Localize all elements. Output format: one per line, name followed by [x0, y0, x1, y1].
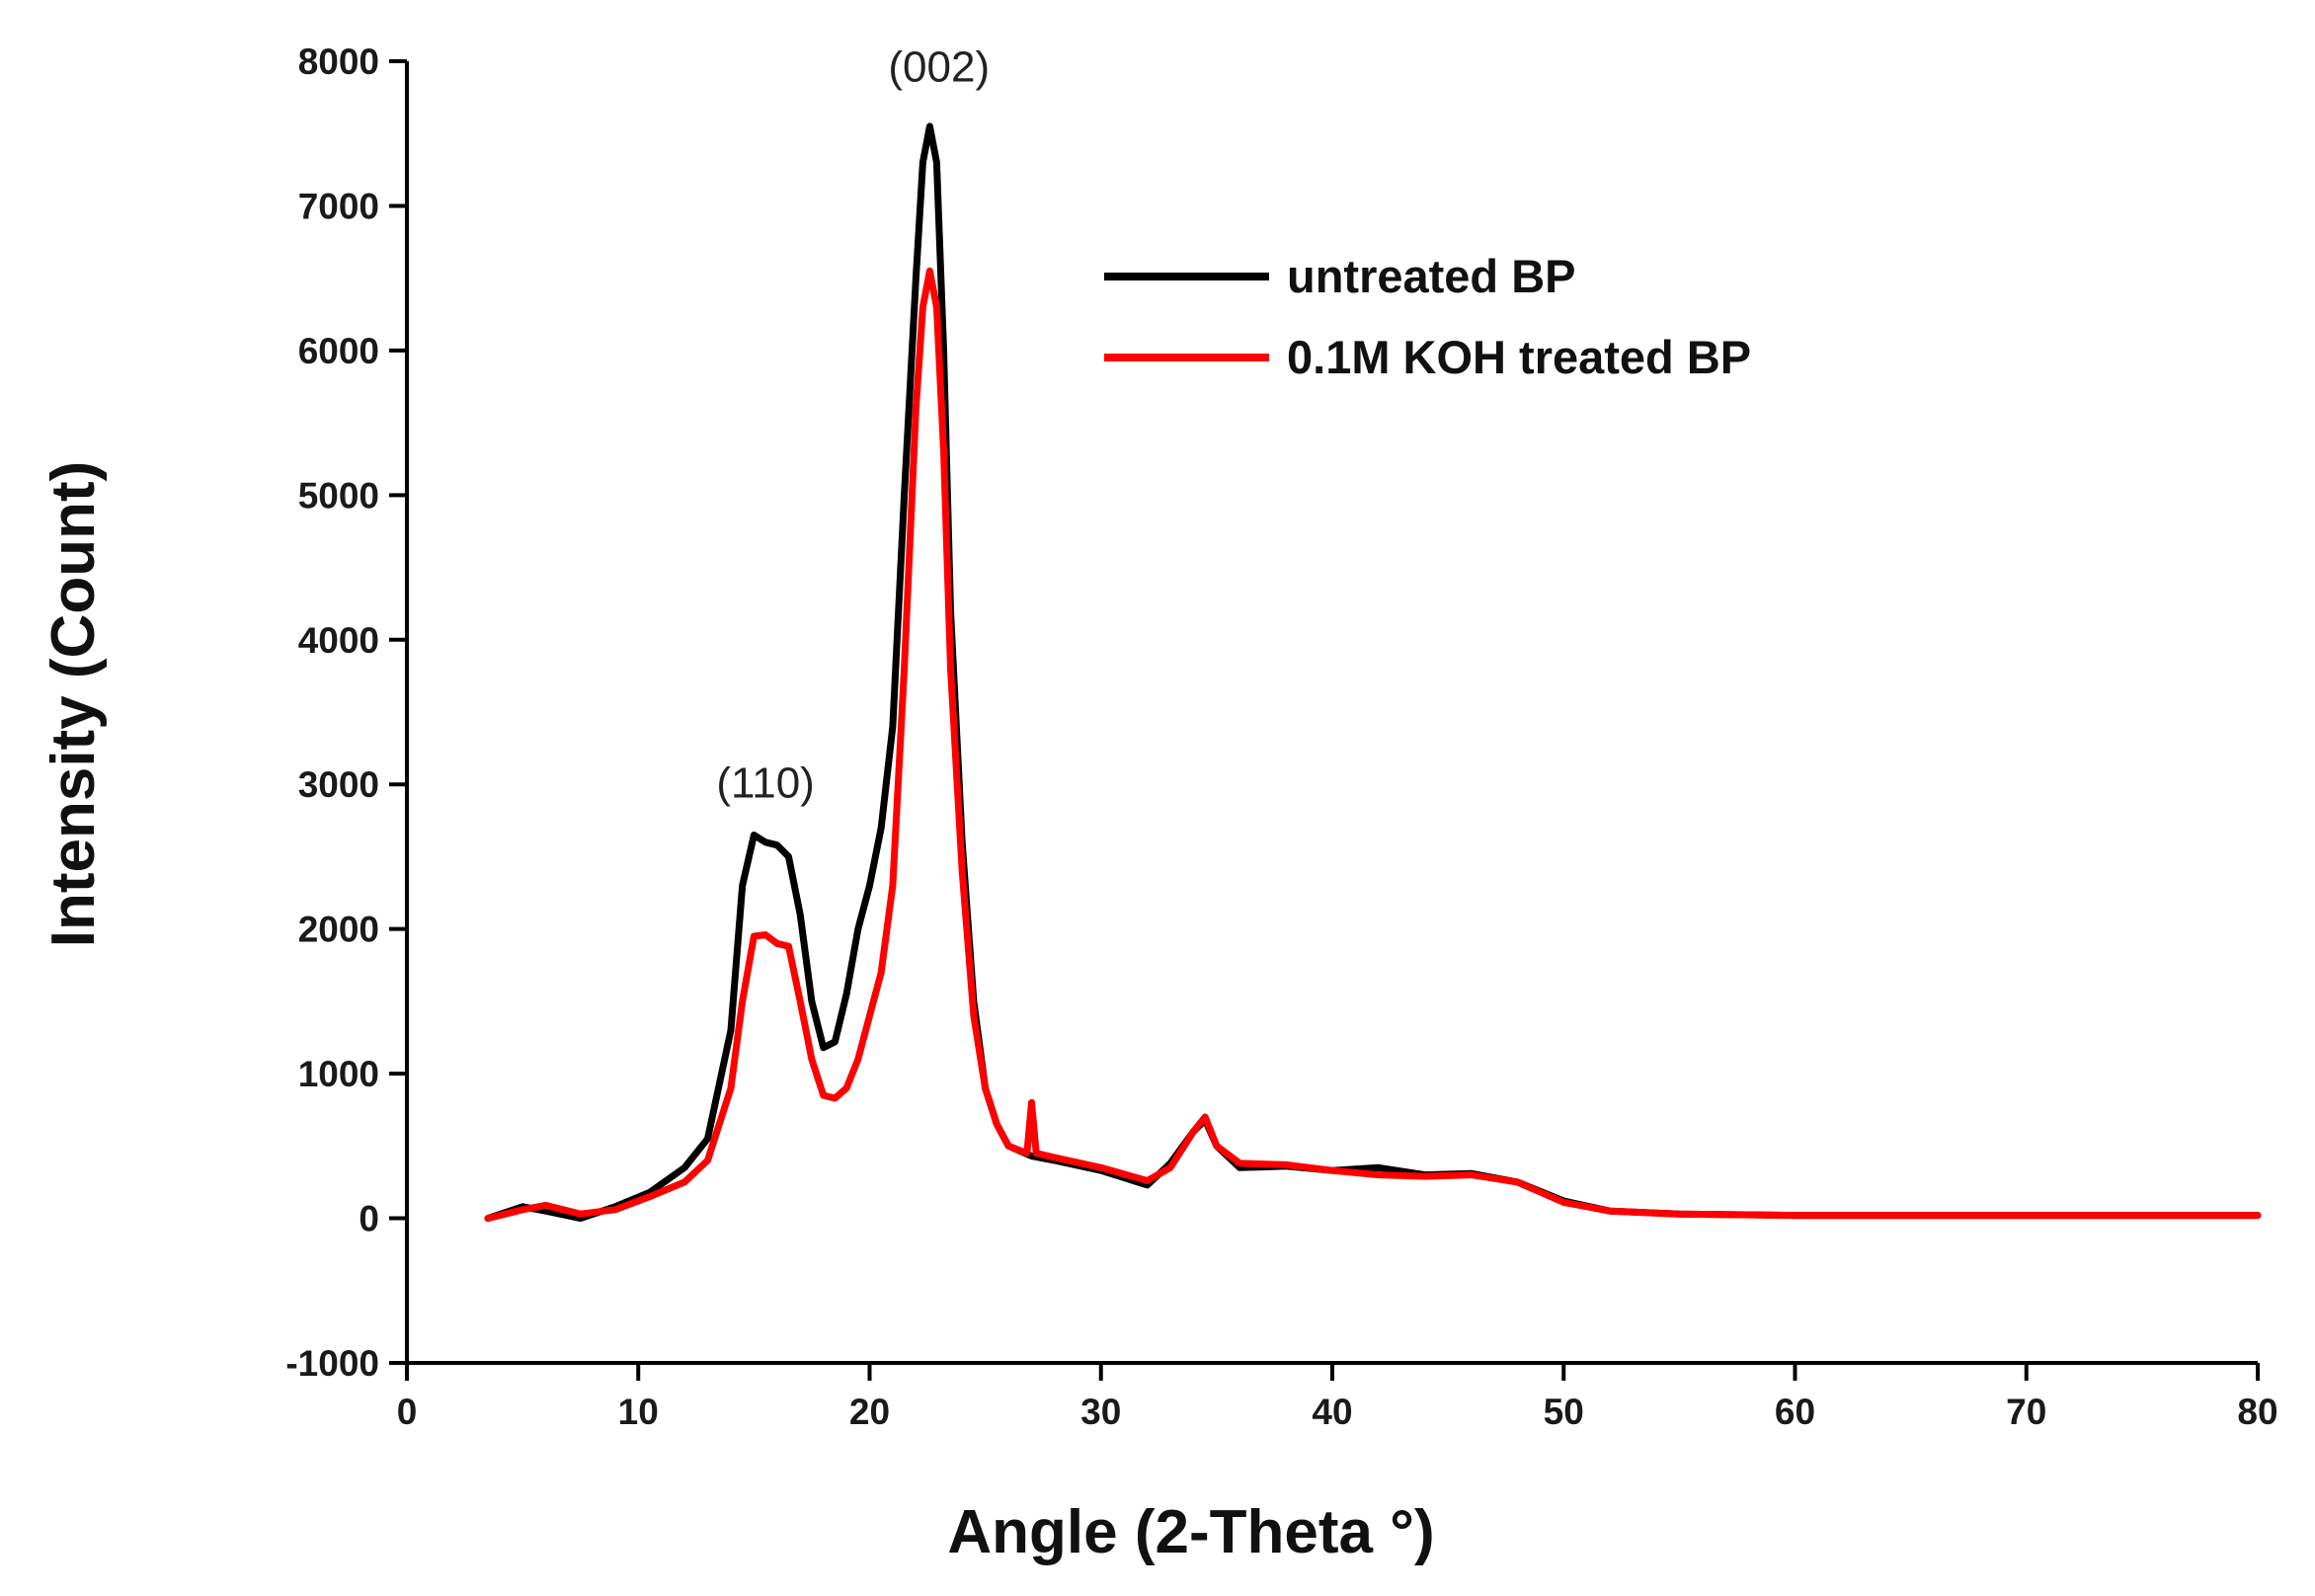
axes: 0 10 20 30 40 50 60 70 80 -1000 0 1000 2000 3000 4000 5… [285, 41, 2277, 1432]
x-tick-label: 70 [2006, 1392, 2046, 1432]
y-axis-title: Intensity (Count) [40, 461, 108, 948]
plot-area [484, 122, 2262, 1223]
peak-label-002: (002) [888, 43, 990, 92]
x-tick-label: 40 [1312, 1392, 1352, 1432]
y-tick-label: 0 [359, 1199, 379, 1239]
y-tick-label: 8000 [298, 41, 379, 82]
y-tick-label: 4000 [298, 620, 379, 661]
x-tick-label: 20 [849, 1392, 890, 1432]
legend-label: untreated BP [1287, 250, 1576, 302]
y-tick-label: 6000 [298, 331, 379, 371]
y-tick-label: 1000 [298, 1054, 379, 1094]
x-tick-label: 0 [397, 1392, 418, 1432]
legend: untreated BP 0.1M KOH treated BP [1104, 250, 1751, 383]
y-tick-label: 7000 [298, 186, 379, 226]
y-tick-label: 5000 [298, 475, 379, 516]
legend-label: 0.1M KOH treated BP [1287, 331, 1751, 383]
y-tick-label: 2000 [298, 910, 379, 950]
y-tick-label: -1000 [285, 1343, 379, 1384]
peak-label-110: (110) [716, 758, 814, 807]
x-axis-title: Angle (2-Theta °) [947, 1498, 1434, 1566]
x-tick-label: 60 [1775, 1392, 1815, 1432]
x-tick-label: 80 [2237, 1392, 2277, 1432]
x-tick-label: 50 [1544, 1392, 1584, 1432]
y-tick-label: 3000 [298, 764, 379, 805]
x-tick-label: 30 [1080, 1392, 1121, 1432]
peak-annotations: (110) (002) [716, 43, 990, 808]
series-koh-treated-bp-line [484, 267, 2262, 1223]
x-tick-label: 10 [618, 1392, 659, 1432]
